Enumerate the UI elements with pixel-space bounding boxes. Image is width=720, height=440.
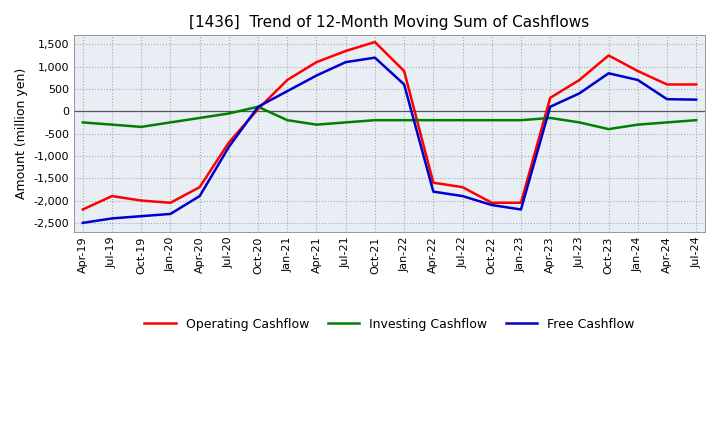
Investing Cashflow <box>487 117 496 123</box>
Investing Cashflow <box>312 122 321 127</box>
Investing Cashflow <box>546 115 554 121</box>
Operating Cashflow <box>166 200 175 205</box>
Title: [1436]  Trend of 12-Month Moving Sum of Cashflows: [1436] Trend of 12-Month Moving Sum of C… <box>189 15 590 30</box>
Free Cashflow <box>195 194 204 199</box>
Operating Cashflow <box>371 40 379 45</box>
Operating Cashflow <box>195 184 204 190</box>
Free Cashflow <box>225 144 233 150</box>
Operating Cashflow <box>253 106 262 112</box>
Free Cashflow <box>634 77 642 83</box>
Free Cashflow <box>78 220 87 226</box>
Free Cashflow <box>283 88 292 94</box>
Investing Cashflow <box>341 120 350 125</box>
Investing Cashflow <box>604 126 613 132</box>
Investing Cashflow <box>108 122 117 127</box>
Free Cashflow <box>662 96 671 102</box>
Line: Investing Cashflow: Investing Cashflow <box>83 107 696 129</box>
Investing Cashflow <box>137 124 145 129</box>
Operating Cashflow <box>429 180 438 185</box>
Investing Cashflow <box>458 117 467 123</box>
Free Cashflow <box>371 55 379 60</box>
Operating Cashflow <box>517 200 526 205</box>
Investing Cashflow <box>400 117 408 123</box>
Free Cashflow <box>517 207 526 212</box>
Free Cashflow <box>341 59 350 65</box>
Operating Cashflow <box>604 53 613 58</box>
Investing Cashflow <box>429 117 438 123</box>
Free Cashflow <box>692 97 701 102</box>
Investing Cashflow <box>692 117 701 123</box>
Investing Cashflow <box>253 104 262 110</box>
Free Cashflow <box>253 104 262 110</box>
Operating Cashflow <box>78 207 87 212</box>
Investing Cashflow <box>634 122 642 127</box>
Free Cashflow <box>312 73 321 78</box>
Free Cashflow <box>604 71 613 76</box>
Free Cashflow <box>458 194 467 199</box>
Investing Cashflow <box>195 115 204 121</box>
Investing Cashflow <box>517 117 526 123</box>
Operating Cashflow <box>400 68 408 73</box>
Operating Cashflow <box>108 194 117 199</box>
Free Cashflow <box>400 82 408 87</box>
Operating Cashflow <box>575 77 584 83</box>
Free Cashflow <box>546 104 554 110</box>
Y-axis label: Amount (million yen): Amount (million yen) <box>15 68 28 199</box>
Free Cashflow <box>108 216 117 221</box>
Investing Cashflow <box>662 120 671 125</box>
Operating Cashflow <box>458 184 467 190</box>
Free Cashflow <box>429 189 438 194</box>
Line: Free Cashflow: Free Cashflow <box>83 58 696 223</box>
Free Cashflow <box>487 202 496 208</box>
Investing Cashflow <box>283 117 292 123</box>
Free Cashflow <box>575 91 584 96</box>
Investing Cashflow <box>371 117 379 123</box>
Operating Cashflow <box>341 48 350 54</box>
Free Cashflow <box>166 211 175 216</box>
Operating Cashflow <box>312 59 321 65</box>
Line: Operating Cashflow: Operating Cashflow <box>83 42 696 209</box>
Operating Cashflow <box>283 77 292 83</box>
Investing Cashflow <box>78 120 87 125</box>
Operating Cashflow <box>137 198 145 203</box>
Operating Cashflow <box>662 82 671 87</box>
Operating Cashflow <box>634 68 642 73</box>
Operating Cashflow <box>225 140 233 145</box>
Investing Cashflow <box>575 120 584 125</box>
Free Cashflow <box>137 213 145 219</box>
Legend: Operating Cashflow, Investing Cashflow, Free Cashflow: Operating Cashflow, Investing Cashflow, … <box>140 313 639 336</box>
Operating Cashflow <box>692 82 701 87</box>
Investing Cashflow <box>225 111 233 116</box>
Operating Cashflow <box>546 95 554 100</box>
Investing Cashflow <box>166 120 175 125</box>
Operating Cashflow <box>487 200 496 205</box>
